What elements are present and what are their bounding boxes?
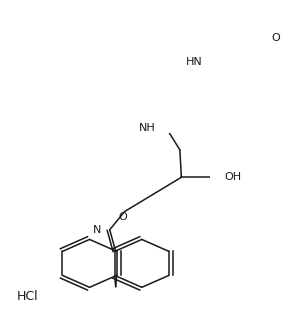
Text: HN: HN bbox=[186, 57, 202, 67]
Text: N: N bbox=[92, 225, 101, 235]
Text: O: O bbox=[119, 212, 127, 222]
Text: HCl: HCl bbox=[16, 290, 38, 303]
Text: NH: NH bbox=[139, 123, 156, 133]
Text: OH: OH bbox=[225, 172, 242, 182]
Text: O: O bbox=[271, 33, 280, 43]
